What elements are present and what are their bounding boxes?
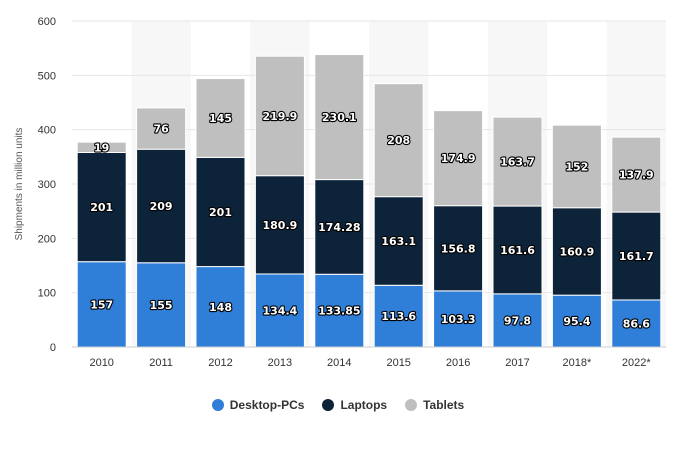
bar-segment	[195, 156, 246, 268]
legend-swatch-desktop	[211, 399, 224, 411]
data-label: 208	[387, 134, 410, 147]
data-label: 161.6	[500, 244, 535, 257]
legend-item-desktop[interactable]: Desktop-PCs	[211, 398, 305, 412]
x-tick-label: 2022*	[622, 357, 651, 369]
bar-segment	[195, 78, 246, 158]
data-label: 230.1	[322, 111, 357, 124]
y-axis-title: Shipments in million units	[14, 128, 25, 241]
bar-segment	[195, 266, 246, 348]
data-label: 163.7	[500, 156, 535, 169]
bar-segment	[314, 179, 365, 275]
bar-segment	[254, 55, 305, 177]
bar-segment	[492, 293, 543, 348]
x-tick-label: 2016	[446, 357, 470, 369]
data-label: 113.6	[381, 310, 416, 323]
x-tick-label: 2014	[327, 357, 351, 369]
data-label: 86.6	[623, 317, 650, 330]
legend-swatch-tablets	[405, 399, 418, 411]
stacked-bar-chart: 0 100 200 300 400 500 600 Shipments in million …	[14, 16, 666, 369]
y-tick-label: 100	[38, 288, 56, 300]
legend-item-laptops[interactable]: Laptops	[322, 398, 387, 412]
bar-segment	[136, 148, 187, 264]
data-label: 174.9	[441, 152, 476, 165]
bar-segment	[136, 107, 187, 150]
bar-segment	[254, 175, 305, 275]
data-label: 180.9	[263, 219, 298, 232]
data-label: 76	[153, 123, 169, 136]
data-label: 156.8	[441, 242, 476, 255]
bar-segment	[433, 290, 484, 348]
data-label: 174.28	[318, 221, 360, 234]
data-label: 133.85	[318, 305, 360, 318]
bar-segment	[551, 124, 602, 209]
bar-segment	[433, 205, 484, 292]
data-label: 95.4	[563, 315, 590, 328]
x-tick-label: 2012	[208, 357, 232, 369]
bar-segment	[254, 273, 305, 348]
data-label: 161.7	[619, 250, 654, 263]
bar-segment	[314, 273, 365, 348]
bar-segment	[314, 54, 365, 181]
y-tick-label: 300	[38, 179, 56, 191]
bar-segment	[373, 284, 424, 348]
data-label: 163.1	[381, 235, 416, 248]
legend-label-desktop: Desktop-PCs	[229, 398, 305, 412]
y-tick-label: 0	[50, 342, 56, 354]
legend-label-laptops: Laptops	[340, 398, 388, 412]
data-label: 152	[565, 160, 588, 173]
bar-segment	[611, 211, 662, 301]
bar-segment	[76, 141, 127, 153]
data-label: 160.9	[560, 245, 595, 258]
x-tick-label: 2015	[386, 357, 410, 369]
data-label: 155	[150, 299, 173, 312]
x-tick-label: 2013	[268, 357, 292, 369]
data-label: 97.8	[504, 314, 531, 327]
y-tick-label: 400	[38, 125, 56, 137]
data-label: 201	[209, 206, 232, 219]
x-tick-label: 2011	[149, 357, 173, 369]
data-label: 134.4	[263, 304, 298, 317]
legend: Desktop-PCs Laptops Tablets	[0, 398, 676, 412]
bar-segment	[373, 83, 424, 198]
y-tick-label: 600	[38, 16, 56, 28]
legend-label-tablets: Tablets	[423, 398, 465, 412]
x-tick-label: 2010	[89, 357, 113, 369]
legend-swatch-laptops	[322, 399, 335, 411]
bar-segment	[611, 136, 662, 213]
y-tick-label: 200	[38, 233, 56, 245]
bar-segment	[492, 205, 543, 295]
bar-segment	[373, 196, 424, 286]
data-label: 201	[90, 201, 113, 214]
x-tick-label: 2017	[505, 357, 529, 369]
legend-item-tablets[interactable]: Tablets	[405, 398, 464, 412]
data-label: 103.3	[441, 313, 476, 326]
y-tick-label: 500	[38, 70, 56, 82]
bar-segment	[551, 294, 602, 348]
data-label: 19	[94, 141, 109, 154]
data-label: 145	[209, 112, 232, 125]
bar-segment	[433, 110, 484, 207]
bar-segment	[76, 151, 127, 263]
data-label: 219.9	[263, 110, 298, 123]
bar-segment	[492, 116, 543, 207]
x-tick-label: 2018*	[563, 357, 592, 369]
data-label: 137.9	[619, 169, 654, 182]
data-label: 209	[150, 200, 173, 213]
data-label: 157	[90, 298, 113, 311]
data-label: 148	[209, 301, 232, 314]
